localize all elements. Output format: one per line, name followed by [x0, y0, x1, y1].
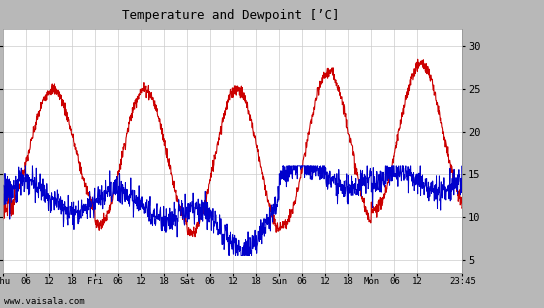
Text: www.vaisala.com: www.vaisala.com	[4, 298, 85, 306]
Text: Temperature and Dewpoint [’C]: Temperature and Dewpoint [’C]	[122, 9, 340, 22]
